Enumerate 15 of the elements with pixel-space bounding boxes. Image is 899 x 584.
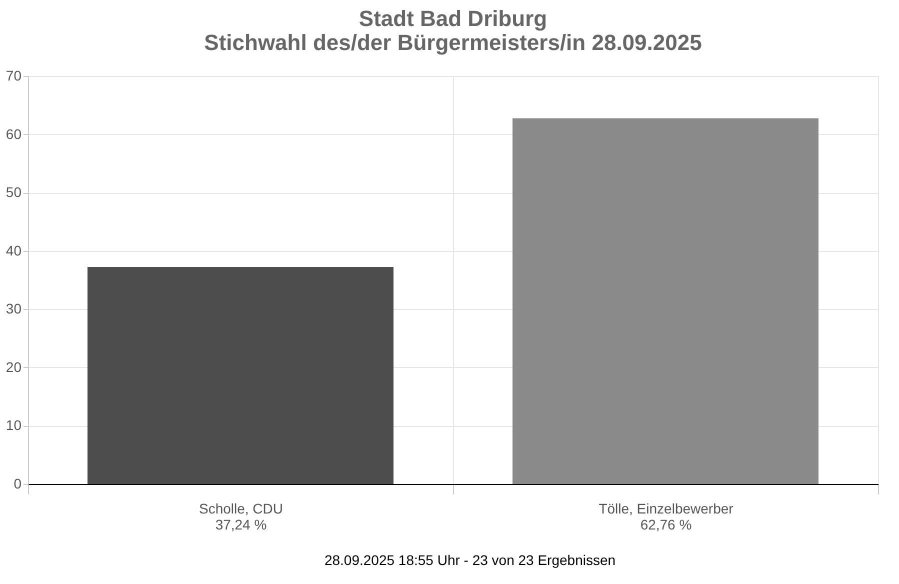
y-tick-label: 10 — [6, 417, 22, 434]
data-label: 62,76 % — [640, 516, 692, 532]
y-tick-label: 20 — [6, 358, 22, 375]
y-tick-label: 70 — [6, 68, 22, 84]
text: Stadt Bad Driburg — [358, 6, 548, 31]
y-tick-label: 50 — [6, 184, 22, 200]
y-tick-label: 0 — [14, 476, 22, 492]
y-tick-label: 40 — [6, 242, 22, 258]
data-label: 37,24 % — [215, 516, 267, 532]
y-tick-label: 60 — [6, 126, 22, 142]
x-tick-label: Scholle, CDU — [198, 500, 284, 516]
text: Stichwahl des/der Bürgermeisters/in 28.09.2025 — [204, 30, 702, 55]
text: 28.09.2025 18:55 Uhr - 23 von 23 Ergebnissen — [324, 552, 616, 568]
y-tick-label: 30 — [6, 300, 22, 317]
x-tick-label: Tölle, Einzelbewerber — [598, 500, 734, 516]
